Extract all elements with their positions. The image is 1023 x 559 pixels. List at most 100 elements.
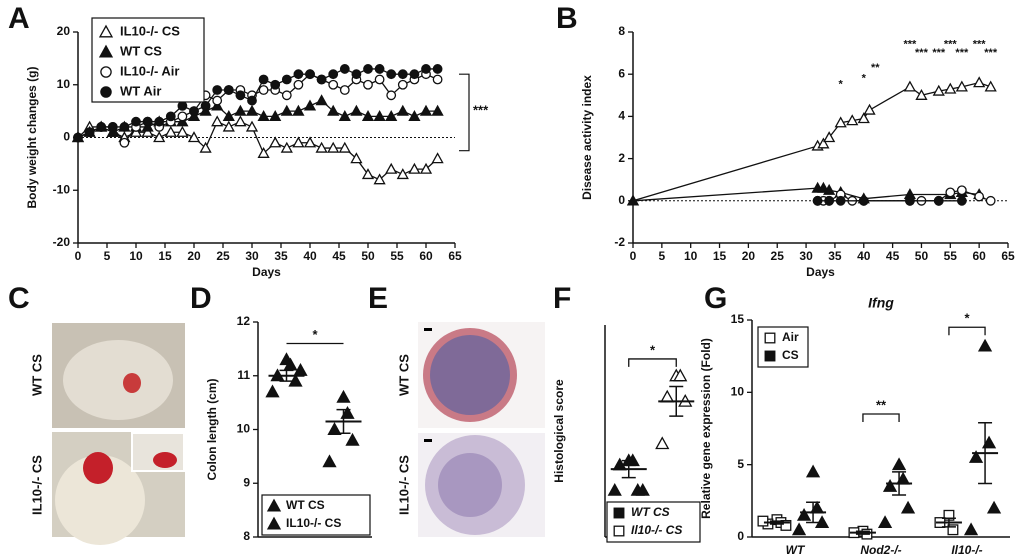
marker: [165, 111, 176, 122]
x-tick-label: 5: [104, 249, 111, 263]
marker: [98, 24, 114, 38]
marker: [200, 100, 211, 111]
marker: [882, 479, 898, 492]
marker: [823, 183, 836, 195]
marker: [363, 79, 373, 90]
marker: [791, 522, 807, 536]
y-tick-label: -20: [53, 235, 71, 249]
y-tick-label: 10: [731, 385, 745, 399]
marker: [817, 137, 830, 149]
significance: *: [964, 311, 970, 326]
marker: [877, 515, 893, 528]
marker: [212, 95, 223, 106]
y-tick-label: 0: [618, 193, 625, 207]
marker: [780, 519, 792, 531]
scale-bar: [424, 439, 432, 442]
legend-label: WT CS: [631, 505, 670, 519]
marker: [757, 515, 769, 527]
annotation: ***: [955, 47, 969, 59]
marker: [613, 525, 625, 537]
marker: [350, 152, 363, 164]
marker: [245, 104, 259, 116]
significance-bracket: [628, 358, 677, 367]
marker: [764, 350, 776, 362]
marker: [351, 69, 362, 80]
marker: [812, 195, 823, 206]
panel-letter: A: [8, 2, 30, 35]
y-axis-label: Colon length (cm): [205, 379, 219, 481]
sem-bar: [279, 369, 294, 382]
legend-label: Il10-/- CS: [631, 523, 682, 537]
marker: [212, 85, 223, 95]
marker: [245, 120, 259, 132]
marker: [361, 110, 375, 122]
marker: [305, 69, 315, 80]
marker: [431, 152, 444, 164]
marker: [905, 195, 915, 206]
x-tick-label: 0: [630, 249, 637, 263]
panel-letter: E: [368, 282, 388, 315]
marker: [974, 191, 985, 202]
marker: [153, 131, 166, 143]
x-axis-label: Days: [252, 265, 281, 279]
x-tick-label: 20: [742, 249, 756, 263]
marker: [303, 136, 317, 148]
marker: [293, 69, 304, 80]
x-tick-label: 45: [332, 249, 346, 263]
y-tick-label: 8: [243, 529, 250, 543]
marker: [764, 332, 776, 344]
marker: [385, 110, 398, 122]
x-tick-label: 60: [972, 249, 986, 263]
marker: [266, 498, 282, 512]
marker: [281, 90, 292, 101]
panel-letter: G: [704, 282, 727, 315]
marker: [199, 141, 212, 153]
marker: [280, 141, 293, 153]
x-tick-label: 55: [390, 249, 404, 263]
marker: [408, 162, 421, 174]
marker: [945, 187, 956, 198]
marker: [131, 116, 141, 127]
x-tick-label: 25: [771, 249, 785, 263]
y-tick-label: 9: [243, 475, 250, 489]
significance-bracket: [862, 413, 900, 423]
y-axis-label: Histological score: [552, 379, 566, 483]
marker: [280, 104, 293, 116]
marker: [141, 125, 154, 137]
marker: [373, 110, 386, 122]
annotation: ***: [984, 47, 998, 59]
marker: [350, 104, 363, 116]
marker: [361, 168, 375, 180]
marker: [107, 122, 118, 132]
marker: [968, 450, 984, 463]
image-label: WT CS: [396, 354, 411, 396]
marker: [119, 137, 130, 148]
marker: [100, 66, 112, 78]
x-tick-label: 25: [216, 249, 230, 263]
marker: [270, 79, 281, 90]
sem-bar: [621, 459, 636, 479]
marker: [824, 195, 835, 206]
photo-panel-e: [418, 322, 545, 537]
marker: [73, 132, 83, 143]
marker: [269, 136, 282, 148]
panel-letter: F: [553, 282, 571, 315]
marker: [396, 168, 409, 180]
x-tick-label: 65: [1001, 249, 1015, 263]
marker: [257, 146, 270, 158]
marker: [607, 483, 622, 496]
marker: [258, 74, 269, 85]
marker: [858, 195, 869, 206]
x-tick-label: 10: [129, 249, 143, 263]
marker: [635, 483, 650, 496]
marker: [857, 112, 870, 124]
y-axis-label: Relative gene expression (Fold): [699, 338, 713, 519]
marker: [973, 76, 986, 88]
x-tick-label: 30: [799, 249, 813, 263]
x-tick-label: 50: [915, 249, 929, 263]
marker: [626, 194, 640, 206]
marker: [328, 79, 339, 90]
marker: [431, 104, 444, 116]
marker: [177, 100, 188, 111]
